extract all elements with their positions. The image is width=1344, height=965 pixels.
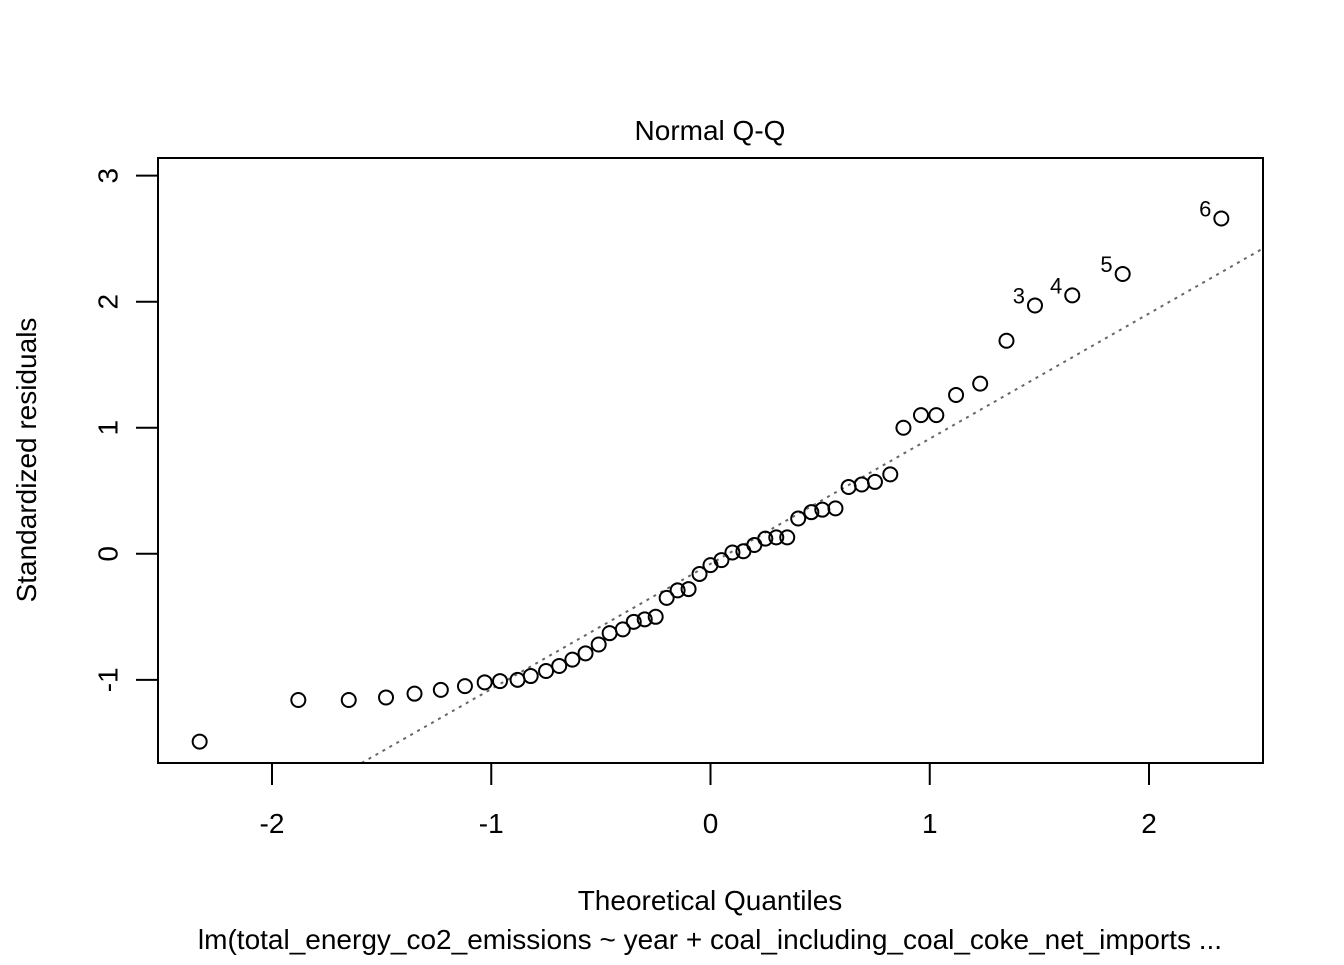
point-label: 4 [1050,273,1062,298]
qq-point [669,582,686,599]
qq-point [779,529,796,546]
model-formula-subtitle: lm(total_energy_co2_emissions ~ year + c… [198,924,1222,955]
qq-point [713,552,730,569]
qq-point [636,611,653,628]
qq-point [406,685,423,702]
qq-point [1026,297,1043,314]
qq-point [564,651,581,668]
qq-point [928,407,945,424]
chart-title: Normal Q-Q [635,115,786,146]
qq-point [456,678,473,695]
point-label: 5 [1100,252,1112,277]
qq-point [1114,265,1131,282]
qq-point [191,733,208,750]
qq-point [827,500,844,517]
y-axis-label: Standardized residuals [11,318,42,603]
qq-point [340,691,357,708]
point-labels-layer: 3 4 5 6 [1013,197,1212,309]
y-tick-label: 0 [93,546,124,562]
qq-point [882,466,899,483]
y-tick-label: 3 [93,168,124,184]
x-tick-label: 0 [703,808,719,839]
reference-line-layer [361,247,1264,764]
qq-point [290,691,307,708]
qq-point [551,657,568,674]
qq-point [757,530,774,547]
point-label: 6 [1199,197,1211,222]
qq-point [492,673,509,690]
qq-point [853,476,870,493]
qq-point [768,529,785,546]
qq-point [658,589,675,606]
qq-point [590,636,607,653]
qq-point [680,581,697,598]
qq-point [432,681,449,698]
qq-point [538,662,555,679]
qq-point [601,625,618,642]
qq-point [1064,287,1081,304]
plot-frame [157,157,1264,764]
qq-point [509,671,526,688]
qq-point [948,386,965,403]
qq-point [1213,210,1230,227]
qq-point [790,510,807,527]
y-tick-label: -1 [93,667,124,692]
x-tick-label: 2 [1141,808,1157,839]
qq-point [803,504,820,521]
point-label: 3 [1013,283,1025,308]
x-tick-label: -1 [479,808,504,839]
y-tick-label: 2 [93,294,124,310]
qq-point [895,419,912,436]
x-axis-label: Theoretical Quantiles [578,885,843,916]
qq-point [840,478,857,495]
qq-point [476,674,493,691]
x-tick-label: -2 [260,808,285,839]
x-axis: -2 -1 0 1 2 [260,762,1157,839]
qq-point [378,689,395,706]
qq-point [998,332,1015,349]
qq-point [647,608,664,625]
qq-point [866,473,883,490]
qq-point [691,565,708,582]
y-tick-label: 1 [93,420,124,436]
qq-point [625,613,642,630]
qq-reference-line [361,247,1264,764]
qq-point [972,375,989,392]
x-tick-label: 1 [922,808,938,839]
points-layer [191,210,1230,750]
qq-point [912,407,929,424]
qq-point [614,621,631,638]
y-axis: -1 0 1 2 3 [93,168,159,692]
qq-point [724,544,741,561]
qq-point [522,668,539,685]
qq-point [577,645,594,662]
